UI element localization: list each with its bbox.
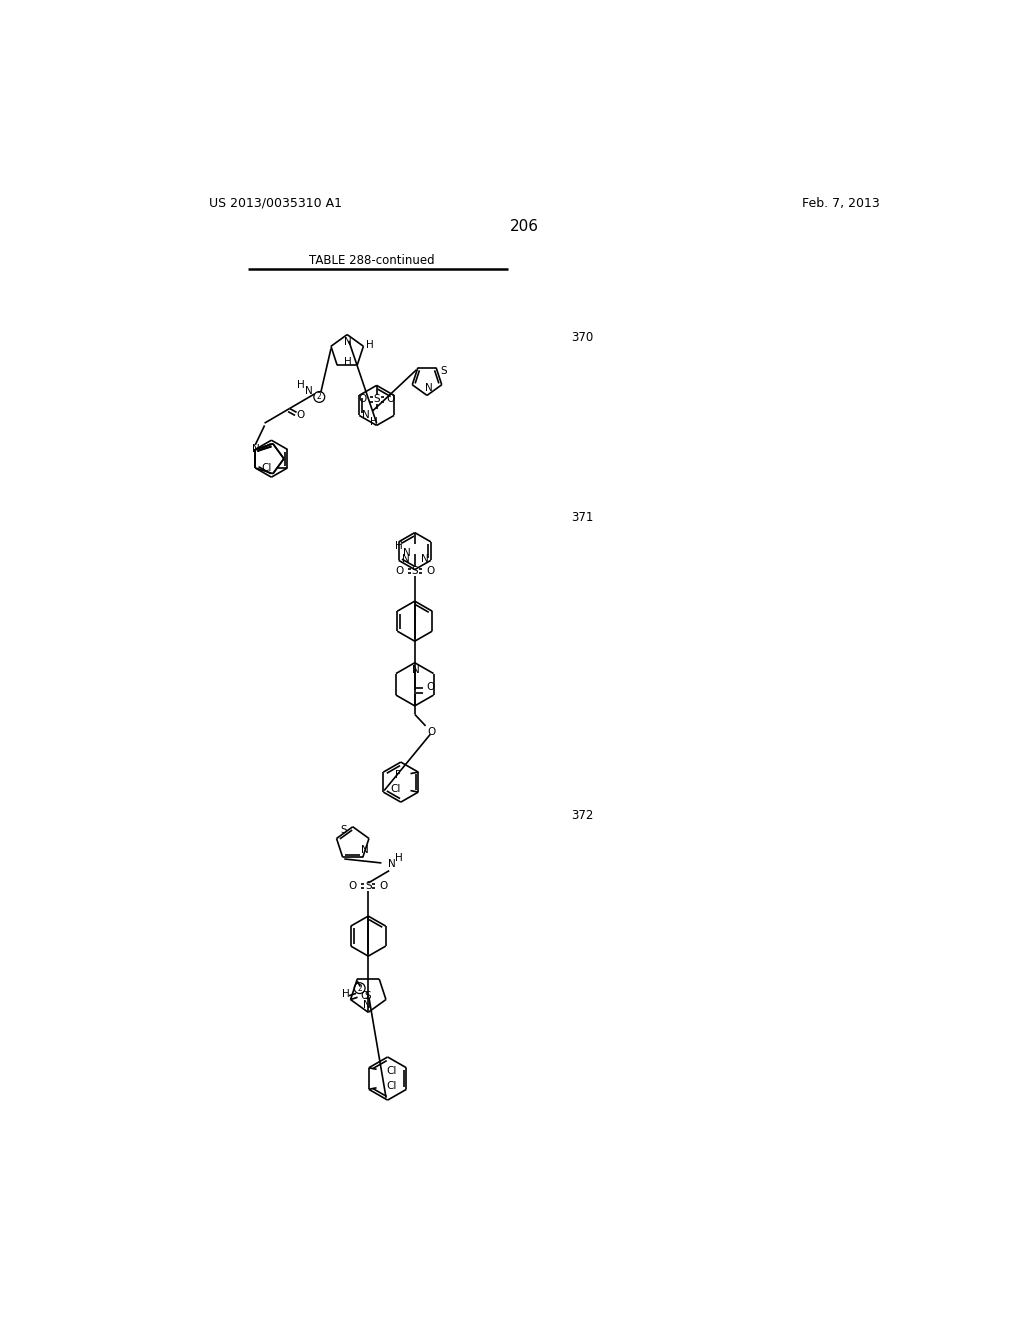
Text: N: N (412, 665, 420, 676)
Text: O: O (386, 395, 394, 404)
Text: US 2013/0035310 A1: US 2013/0035310 A1 (209, 197, 342, 210)
Text: H: H (394, 853, 402, 862)
Text: N: N (304, 385, 312, 396)
Text: O: O (360, 991, 369, 1002)
Text: N: N (401, 554, 410, 564)
Text: N: N (362, 999, 371, 1010)
Text: S: S (365, 880, 372, 891)
Text: Cl: Cl (386, 1081, 396, 1092)
Text: Cl: Cl (386, 1065, 396, 1076)
Text: Feb. 7, 2013: Feb. 7, 2013 (802, 197, 880, 210)
Text: N: N (425, 384, 432, 393)
Text: N: N (403, 548, 411, 557)
Text: Cl: Cl (391, 784, 401, 795)
Text: H: H (395, 541, 403, 552)
Text: H: H (344, 358, 352, 367)
Text: 370: 370 (571, 330, 594, 343)
Text: N: N (344, 337, 352, 347)
Text: H: H (342, 989, 349, 999)
Text: S: S (412, 566, 418, 576)
Text: N: N (421, 554, 428, 564)
Text: N: N (361, 845, 369, 855)
Text: O: O (380, 880, 388, 891)
Text: N: N (361, 409, 370, 420)
Text: 372: 372 (571, 809, 594, 822)
Text: H: H (297, 380, 304, 389)
Text: O: O (426, 566, 434, 576)
Text: O: O (348, 880, 357, 891)
Text: N: N (252, 444, 260, 454)
Text: H: H (366, 339, 374, 350)
Text: S: S (340, 825, 347, 834)
Text: S: S (365, 991, 371, 1001)
Text: N: N (388, 859, 396, 870)
Text: 371: 371 (571, 511, 594, 524)
Text: TABLE 288-continued: TABLE 288-continued (309, 253, 435, 267)
Text: 2: 2 (316, 392, 322, 401)
Text: 206: 206 (510, 219, 540, 234)
Text: F: F (395, 770, 401, 780)
Text: O: O (428, 727, 436, 737)
Text: O: O (395, 566, 403, 576)
Text: O: O (296, 409, 304, 420)
Text: H: H (370, 417, 378, 426)
Text: S: S (440, 366, 447, 376)
Text: O: O (358, 395, 367, 404)
Text: 2: 2 (357, 983, 362, 993)
Text: Cl: Cl (261, 463, 272, 473)
Text: O: O (426, 681, 434, 692)
Text: S: S (374, 395, 380, 404)
